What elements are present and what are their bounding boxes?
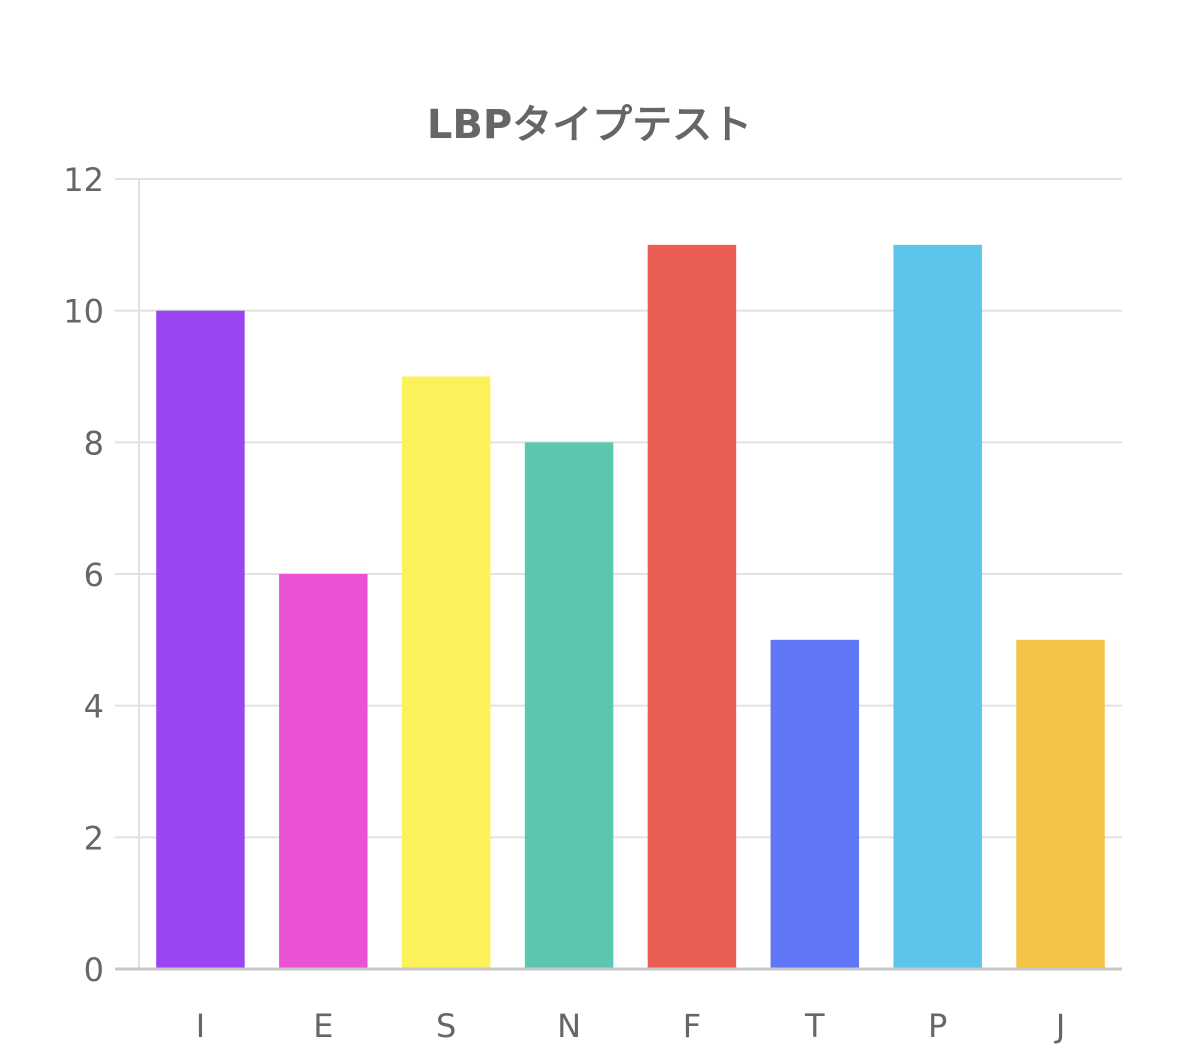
bar-n <box>524 442 614 969</box>
y-tick-label: 6 <box>84 556 104 594</box>
x-tick-label: T <box>804 1007 825 1045</box>
bar-s <box>401 376 491 969</box>
y-tick-label: 12 <box>63 161 104 199</box>
x-tick-label: P <box>928 1007 947 1045</box>
y-tick-label: 0 <box>84 951 104 989</box>
bar-t <box>770 639 860 969</box>
axes <box>115 179 1122 971</box>
x-tick-label: E <box>313 1007 333 1045</box>
y-tick-label: 10 <box>63 293 104 331</box>
x-tick-label: N <box>557 1007 581 1045</box>
bar-p <box>893 244 982 970</box>
bar-e <box>279 574 368 969</box>
bars <box>156 244 1105 970</box>
bar-j <box>1016 639 1105 969</box>
chart-title: LBPタイプテスト <box>426 102 753 148</box>
bar-i <box>156 310 245 970</box>
x-tick-label: S <box>436 1007 456 1045</box>
bar-f <box>647 244 737 970</box>
y-tick-label: 4 <box>84 688 104 726</box>
x-tick-label: J <box>1054 1007 1065 1045</box>
x-tick-label: F <box>683 1007 701 1045</box>
y-tick-label: 2 <box>84 819 104 857</box>
y-tick-label: 8 <box>84 424 104 462</box>
y-tick-labels: 0 2 4 6 8 10 12 <box>63 161 104 989</box>
x-tick-label: I <box>196 1007 205 1045</box>
